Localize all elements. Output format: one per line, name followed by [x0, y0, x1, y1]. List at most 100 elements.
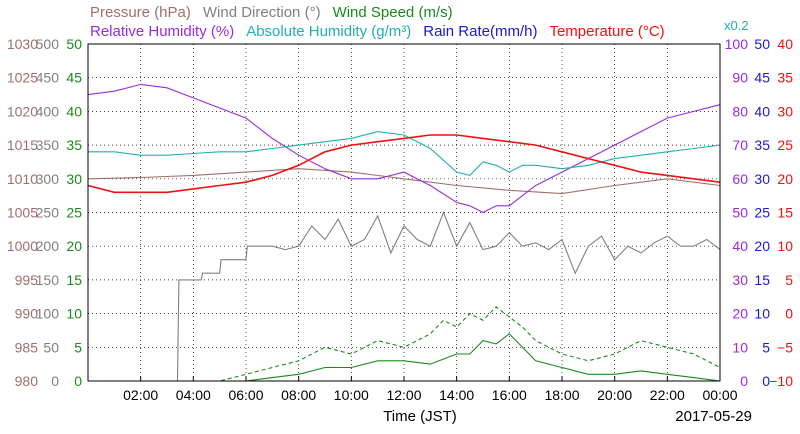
left-tick-label: 1015	[7, 137, 38, 153]
x-tick-label: 12:00	[386, 387, 421, 403]
x-tick-label: 00:00	[702, 387, 737, 403]
right-tick-label: 10	[732, 339, 748, 355]
x-tick-label: 22:00	[650, 387, 685, 403]
left-tick-label: 1000	[7, 238, 38, 254]
plot-frame	[87, 43, 721, 382]
right-tick-label: 30	[754, 171, 770, 187]
left-tick-label: 40	[66, 103, 82, 119]
left-tick-label: 50	[66, 36, 82, 52]
x-tick-label: 20:00	[597, 387, 632, 403]
left-tick-label: 20	[66, 238, 82, 254]
left-tick-label: 990	[15, 306, 39, 322]
header-line-1: Pressure (hPa) Wind Direction (°) Wind Spe…	[90, 4, 453, 21]
right-tick-label: 10	[777, 238, 793, 254]
left-tick-label: 980	[15, 373, 39, 389]
series-line-wind_speed-3	[88, 306, 721, 382]
right-tick-label: 40	[732, 238, 748, 254]
series-line-relative_humidity-4	[87, 83, 721, 214]
right-axes: 0102030405060708090100051015202530354045…	[725, 36, 794, 389]
right-tick-label: 20	[754, 238, 770, 254]
left-tick-label: 150	[36, 272, 60, 288]
series-line-wind_direction-1	[88, 210, 721, 382]
right-tick-label: 90	[732, 70, 748, 86]
left-tick-label: 100	[36, 306, 60, 322]
x-tick-label: 02:00	[123, 387, 158, 403]
right-tick-label: 20	[777, 171, 793, 187]
left-tick-label: 985	[15, 339, 39, 355]
right-tick-label: 10	[754, 306, 770, 322]
left-tick-label: 45	[66, 70, 82, 86]
series-layer	[87, 83, 721, 382]
header-label-2-2: Rain Rate(mm/h)	[423, 23, 537, 40]
header-label-2-3: Temperature (°C)	[549, 23, 664, 40]
left-tick-label: 1025	[7, 70, 38, 86]
right-tick-label: 40	[754, 103, 770, 119]
header-label-2-1: Absolute Humidity (g/m³)	[246, 23, 411, 40]
header-line-2: Relative Humidity (%) Absolute Humidity (…	[90, 23, 665, 40]
series-line-wind_speed-2	[88, 333, 721, 382]
x-axis: 02:00 04:00 06:00 08:00 10:00 12:00 14:00 16:00…	[123, 376, 738, 403]
header-label-2-0: Relative Humidity (%)	[90, 23, 234, 40]
right-tick-label: −10	[769, 373, 793, 389]
left-tick-label: 25	[66, 205, 82, 221]
x-tick-label: 18:00	[544, 387, 579, 403]
left-tick-label: 1010	[7, 171, 38, 187]
right-tick-label: 35	[754, 137, 770, 153]
right-tick-label: 25	[754, 205, 770, 221]
left-tick-label: 350	[36, 137, 60, 153]
right-tick-label: 0	[785, 306, 793, 322]
header-label-1-0: Pressure (hPa)	[90, 4, 191, 21]
header-label-1-1: Wind Direction (°)	[203, 4, 321, 21]
left-tick-label: 300	[36, 171, 60, 187]
x-tick-label: 08:00	[281, 387, 316, 403]
right-tick-label: −5	[777, 339, 793, 355]
left-tick-label: 1005	[7, 205, 38, 221]
right-tick-label: 15	[754, 272, 770, 288]
left-tick-label: 10	[66, 306, 82, 322]
right-tick-label: 15	[777, 205, 793, 221]
right-tick-label: 40	[777, 36, 793, 52]
left-tick-label: 0	[51, 373, 59, 389]
left-tick-label: 35	[66, 137, 82, 153]
left-tick-label: 50	[43, 339, 59, 355]
left-tick-label: 15	[66, 272, 82, 288]
left-tick-label: 1030	[7, 36, 38, 52]
right-tick-label: 0	[740, 373, 748, 389]
x-tick-label: 04:00	[176, 387, 211, 403]
right-tick-label: 35	[777, 70, 793, 86]
absolute-humidity-scale-note: x0.2	[724, 18, 749, 33]
x-axis-label: Time (JST)	[383, 408, 457, 425]
right-tick-label: 5	[762, 339, 770, 355]
left-tick-label: 995	[15, 272, 39, 288]
left-tick-label: 500	[36, 36, 60, 52]
right-tick-label: 80	[732, 103, 748, 119]
header-label-1-2: Wind Speed (m/s)	[333, 4, 453, 21]
left-tick-label: 0	[74, 373, 82, 389]
grid	[88, 44, 720, 381]
right-tick-label: 30	[777, 103, 793, 119]
x-tick-label: 06:00	[228, 387, 263, 403]
series-line-pressure-0	[87, 168, 721, 195]
right-tick-label: 70	[732, 137, 748, 153]
right-tick-label: 100	[725, 36, 749, 52]
left-tick-label: 5	[74, 339, 82, 355]
right-tick-label: 20	[732, 306, 748, 322]
left-tick-label: 200	[36, 238, 60, 254]
left-axes: 9809859909951000100510101015102010251030…	[7, 36, 82, 389]
left-tick-label: 1020	[7, 103, 38, 119]
right-tick-label: 0	[762, 373, 770, 389]
left-tick-label: 450	[36, 70, 60, 86]
right-tick-label: 50	[754, 36, 770, 52]
right-tick-label: 30	[732, 272, 748, 288]
x-tick-label: 16:00	[492, 387, 527, 403]
right-tick-label: 50	[732, 205, 748, 221]
x-tick-label: 14:00	[439, 387, 474, 403]
right-tick-label: 5	[785, 272, 793, 288]
right-tick-label: 25	[777, 137, 793, 153]
x-tick-label: 10:00	[334, 387, 369, 403]
series-line-temperature-7	[87, 134, 721, 194]
right-tick-label: 45	[754, 70, 770, 86]
date-label: 2017-05-29	[675, 408, 752, 425]
left-tick-label: 250	[36, 205, 60, 221]
